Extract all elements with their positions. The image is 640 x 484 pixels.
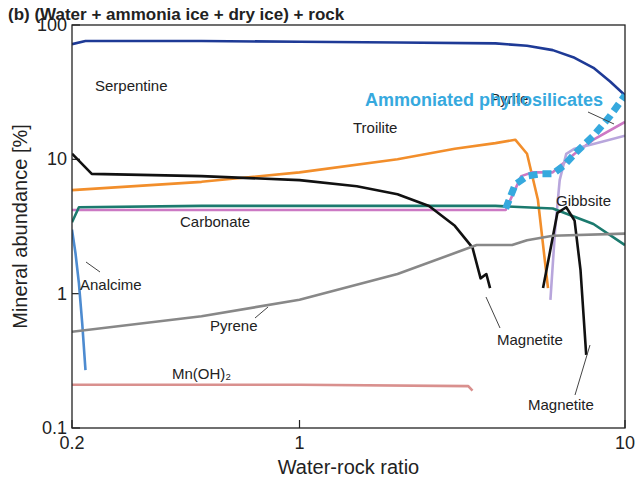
series-label: Pyrene — [210, 317, 258, 334]
leader-line — [588, 112, 614, 124]
series-line — [72, 122, 625, 210]
x-axis-label: Water-rock ratio — [278, 456, 420, 478]
plot-frame — [72, 25, 625, 428]
series-label: Carbonate — [180, 213, 250, 230]
series-label: Gibbsite — [556, 192, 611, 209]
series-label: Magnetite — [497, 331, 563, 348]
series-line — [72, 230, 85, 370]
y-tick-label: 1 — [57, 284, 67, 304]
series-line — [72, 385, 473, 391]
series-label: Troilite — [353, 119, 397, 136]
y-tick-label: 0.1 — [42, 418, 67, 438]
x-tick-label: 1 — [295, 433, 305, 453]
series-label: Ammoniated phyllosilicates — [365, 90, 603, 110]
series-line — [72, 41, 625, 95]
series-line — [550, 136, 625, 300]
series-label: Mn(OH)₂ — [172, 365, 231, 382]
y-tick-label: 10 — [47, 149, 67, 169]
leader-line — [575, 345, 590, 395]
y-tick-label: 100 — [37, 15, 67, 35]
series-line — [72, 206, 625, 245]
series-label: Magnetite — [528, 396, 594, 413]
series-line — [72, 234, 625, 332]
series-label: Serpentine — [95, 77, 168, 94]
y-axis-label: Mineral abundance [%] — [9, 124, 31, 329]
leader-line — [86, 262, 100, 272]
x-tick-label: 10 — [615, 433, 635, 453]
plot-area — [72, 41, 625, 391]
x-tick — [299, 420, 300, 428]
leader-line — [486, 297, 500, 328]
series-label: Analcime — [80, 276, 142, 293]
series-line — [72, 154, 586, 355]
series-line — [506, 95, 625, 208]
chart: (b) (Water + ammonia ice + dry ice) + ro… — [0, 0, 640, 484]
